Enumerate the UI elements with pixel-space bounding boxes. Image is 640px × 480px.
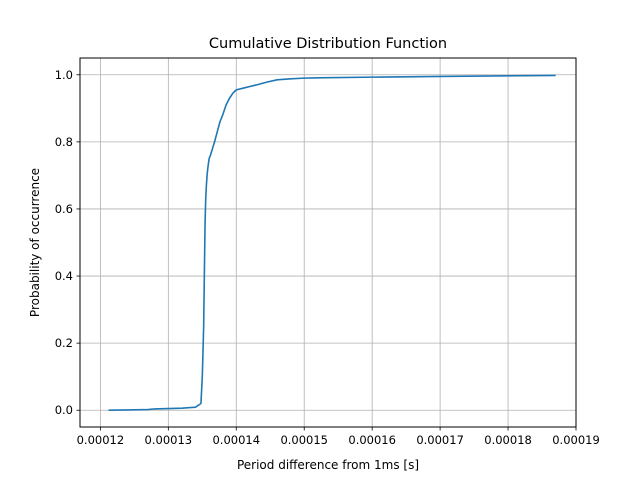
plot-area	[108, 74, 556, 412]
axes-frame	[79, 57, 577, 428]
y-tick-label: 0.2	[55, 336, 73, 350]
y-tick-label: 0.4	[55, 269, 73, 283]
x-tick-label: 0.00016	[348, 433, 396, 447]
x-axis-label: Period difference from 1ms [s]	[237, 458, 419, 472]
y-axis-label: Probability of occurrence	[28, 168, 42, 317]
chart-title: Cumulative Distribution Function	[209, 36, 447, 52]
y-tick-label: 0.6	[55, 202, 73, 216]
x-tick-label: 0.00019	[552, 433, 600, 447]
y-tick-label: 0.8	[55, 135, 73, 149]
x-tick-label: 0.00018	[484, 433, 532, 447]
x-tick-label: 0.00012	[77, 433, 125, 447]
grid	[80, 58, 577, 427]
y-tick-label: 1.0	[55, 68, 73, 82]
x-tick-label: 0.00017	[416, 433, 464, 447]
x-tick-label: 0.00015	[280, 433, 328, 447]
cdf-line	[108, 74, 556, 412]
ticks: 0.00012 0.00013 0.00014 0.00015 0.00016 0.000…	[55, 68, 600, 447]
x-tick-label: 0.00014	[212, 433, 260, 447]
x-tick-label: 0.00013	[145, 433, 193, 447]
y-tick-label: 0.0	[55, 403, 73, 417]
